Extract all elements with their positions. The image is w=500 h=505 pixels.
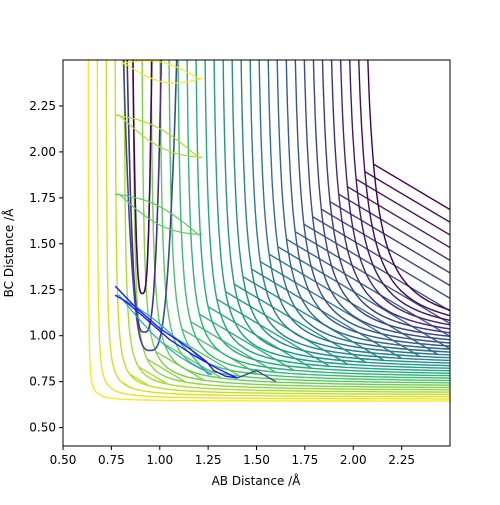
y-tick-label: 1.25 (29, 283, 56, 297)
y-tick-label: 0.50 (29, 421, 56, 435)
x-axis-label: AB Distance /Å (212, 473, 302, 488)
y-tick-label: 2.00 (29, 145, 56, 159)
y-tick-label: 2.25 (29, 99, 56, 113)
x-tick-label: 2.00 (340, 453, 367, 467)
y-axis-label: BC Distance /Å (1, 208, 16, 298)
y-tick-label: 1.00 (29, 329, 56, 343)
x-tick-label: 2.25 (388, 453, 415, 467)
x-tick-label: 1.50 (243, 453, 270, 467)
y-tick-label: 1.50 (29, 237, 56, 251)
x-tick-label: 1.75 (292, 453, 319, 467)
x-tick-label: 0.50 (50, 453, 77, 467)
y-tick-label: 0.75 (29, 375, 56, 389)
y-tick-label: 1.75 (29, 191, 56, 205)
x-tick-label: 1.00 (146, 453, 173, 467)
x-tick-label: 1.25 (195, 453, 222, 467)
x-tick-label: 0.75 (98, 453, 125, 467)
